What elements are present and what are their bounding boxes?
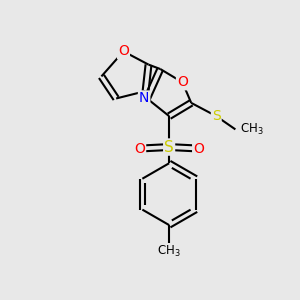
Text: CH$_3$: CH$_3$	[157, 244, 181, 259]
Text: S: S	[212, 109, 220, 123]
Text: O: O	[193, 142, 204, 155]
Text: O: O	[118, 44, 129, 58]
Text: O: O	[134, 142, 145, 155]
Text: CH$_3$: CH$_3$	[240, 122, 263, 137]
Text: N: N	[139, 92, 149, 106]
Text: O: O	[177, 75, 188, 89]
Text: S: S	[164, 140, 174, 154]
